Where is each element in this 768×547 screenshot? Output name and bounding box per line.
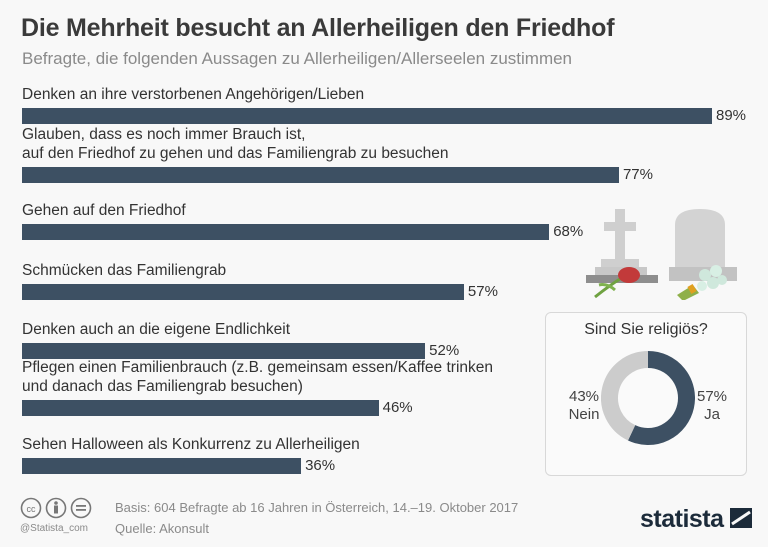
bar-label: Glauben, dass es noch immer Brauch ist, … [22, 126, 449, 162]
bar-value-label: 46% [382, 399, 413, 416]
tulip-icon [594, 267, 640, 299]
religious-donut-panel: Sind Sie religiös? 43% Nein 57% Ja [545, 312, 747, 476]
bar [22, 284, 464, 300]
bar-label: Sehen Halloween als Konkurrenz zu Allerh… [22, 436, 360, 453]
bar-value-label: 89% [716, 107, 747, 124]
nein-value: 43% [568, 388, 600, 405]
donut-slice-ja [628, 351, 695, 445]
donut-slice-nein [601, 351, 649, 441]
bar-label: Denken auch an die eigene Endlichkeit [22, 321, 290, 338]
bar [22, 343, 426, 359]
ja-label: Ja [704, 406, 720, 423]
footer-basis: Basis: 604 Befragte ab 16 Jahren in Öste… [115, 500, 519, 515]
chart-subtitle: Befragte, die folgenden Aussagen zu Alle… [22, 49, 573, 68]
bar [22, 167, 619, 183]
statista-logo-icon [730, 508, 752, 528]
bar-label: Gehen auf den Friedhof [22, 202, 186, 219]
bar-label: Pflegen einen Familienbrauch (z.B. gemei… [22, 359, 494, 395]
statista-logo: statista [640, 505, 752, 534]
cc-icon: cc [20, 497, 42, 519]
ja-value: 57% [696, 388, 728, 405]
donut-chart [601, 351, 695, 445]
footer-source: Quelle: Akonsult [115, 521, 209, 536]
donut-label-ja: 57% Ja [692, 388, 732, 424]
grave-illustration [586, 209, 737, 300]
statista-handle: @Statista_com [20, 523, 88, 534]
nein-label: Nein [568, 406, 600, 423]
bouquet-icon [677, 265, 727, 300]
bar [22, 458, 302, 474]
nd-icon [70, 497, 92, 519]
bar-value-label: 77% [622, 166, 653, 183]
bar-value-label: 52% [429, 342, 460, 359]
bar-value-label: 68% [553, 223, 584, 240]
bar-label: Schmücken das Familiengrab [22, 262, 227, 279]
bar-value-label: 57% [467, 283, 498, 300]
bar [22, 224, 550, 240]
logo-text: statista [640, 505, 724, 533]
bar-value-label: 36% [305, 457, 336, 474]
bar [22, 400, 379, 416]
donut-label-nein: 43% Nein [564, 388, 604, 424]
chart-title: Die Mehrheit besucht an Allerheiligen de… [21, 14, 615, 42]
svg-text:cc: cc [27, 504, 37, 514]
by-icon [45, 497, 67, 519]
license-icons: cc [20, 497, 92, 519]
bar-label: Denken an ihre verstorbenen Angehörigen/… [22, 86, 365, 103]
bar [22, 108, 712, 124]
donut-title: Sind Sie religiös? [584, 321, 708, 338]
